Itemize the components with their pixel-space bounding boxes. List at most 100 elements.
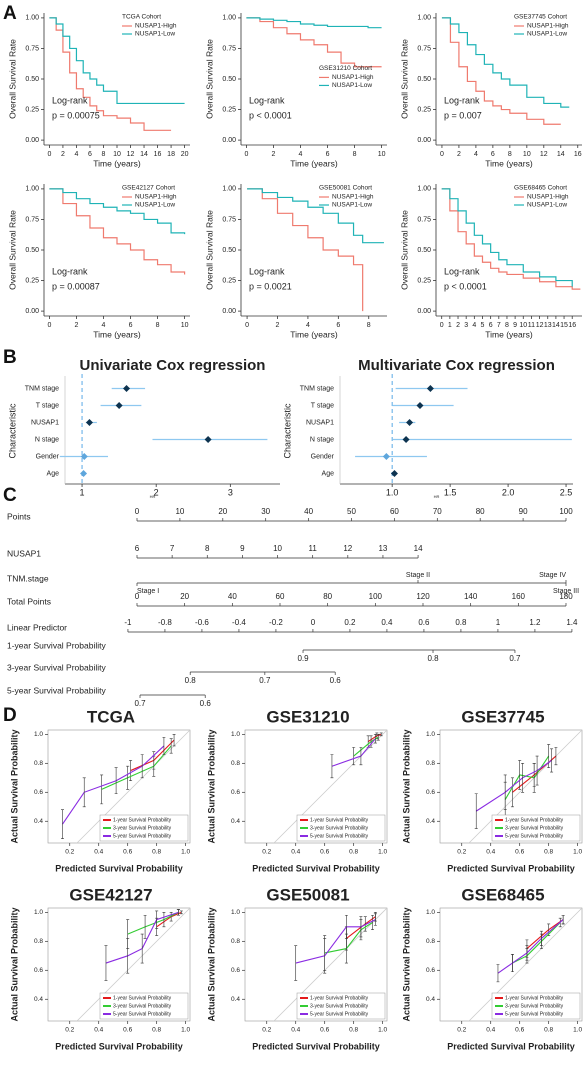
x-tick-label: 4 — [299, 151, 303, 158]
legend-label: NUSAP1-Low — [135, 31, 175, 38]
y-tick-label: 0.75 — [222, 216, 236, 223]
scale-label: 0.6 — [418, 618, 430, 627]
scale-label: 20 — [218, 507, 227, 516]
annotation: Log-rank — [52, 266, 88, 276]
x-tick-label: 6 — [489, 322, 493, 329]
y-tick-label: 0.4 — [231, 818, 240, 825]
error-bar — [162, 736, 166, 755]
plot-frame — [439, 729, 583, 844]
category-label: NUSAP1 — [306, 419, 334, 426]
legend-label: 1-year Survival Probability — [113, 995, 172, 1001]
y-tick-label: 0.25 — [417, 106, 431, 113]
scale-label: 0.2 — [344, 618, 356, 627]
x-tick-label: 0.8 — [349, 1027, 358, 1034]
x-tick-label: 0.6 — [515, 1027, 524, 1034]
y-tick-label: 0.75 — [417, 45, 431, 52]
row-label: 5-year Survival Probability — [7, 685, 106, 695]
error-bar — [126, 938, 130, 974]
legend-label: NUSAP1-Low — [527, 31, 567, 38]
x-tick-label: 14 — [140, 151, 148, 158]
survival-curve — [49, 188, 186, 235]
scale-label: 10 — [273, 544, 282, 553]
scale-label: 0.8 — [455, 618, 467, 627]
scale-label: 1.4 — [566, 618, 578, 627]
calibration-line — [101, 745, 172, 790]
x-tick-label: 0.2 — [262, 1027, 271, 1034]
y-tick-label: 0.50 — [25, 76, 39, 83]
y-tick-label: 0.8 — [34, 938, 43, 945]
x-tick-label: 4 — [74, 151, 78, 158]
hazard-ratio-point — [80, 453, 88, 460]
y-tick-label: 0.75 — [25, 216, 39, 223]
legend-label: NUSAP1-Low — [332, 82, 372, 89]
scale-label: 60 — [276, 592, 285, 601]
y-tick-label: 0.4 — [426, 818, 435, 825]
x-tick-label: 1.0 — [181, 849, 190, 856]
x-axis-label: Time (years) — [485, 158, 533, 168]
chart-title: TCGA — [87, 707, 135, 726]
row-label: NUSAP1 — [7, 548, 41, 558]
y-tick-label: 0.4 — [231, 996, 240, 1003]
legend-label: 1-year Survival Probability — [310, 817, 369, 823]
legend-label: 1-year Survival Probability — [310, 995, 369, 1001]
legend-label: 3-year Survival Probability — [310, 1003, 369, 1009]
x-axis-label: Predicted Survival Probability — [252, 863, 380, 873]
x-tick-label: 10 — [181, 322, 189, 329]
chart-title: GSE31210 — [266, 707, 349, 726]
y-tick-label: 0.6 — [231, 789, 240, 796]
x-tick-label: 2 — [456, 322, 460, 329]
ideal-line — [468, 907, 583, 1022]
scale-label: 80 — [323, 592, 332, 601]
scale-label: 40 — [304, 507, 313, 516]
annotation: Log-rank — [249, 95, 285, 105]
scale-label: 50 — [347, 507, 356, 516]
x-tick-label: 14 — [557, 151, 565, 158]
scale-label: 14 — [414, 544, 423, 553]
annotation: p = 0.0021 — [249, 281, 292, 291]
x-tick-label: 0.6 — [320, 1027, 329, 1034]
x-tick-label: 0.8 — [544, 849, 553, 856]
x-tick-label: 0 — [47, 151, 51, 158]
scale-label: 0.7 — [259, 676, 271, 685]
x-tick-label: 16 — [568, 322, 576, 329]
survival-curve — [441, 188, 581, 290]
legend-label: NUSAP1-Low — [527, 202, 567, 209]
ideal-line — [273, 907, 388, 1022]
error-bar — [554, 747, 558, 766]
x-tick-label: 0.8 — [152, 1027, 161, 1034]
x-tick-label: 0.8 — [544, 1027, 553, 1034]
legend-label: 5-year Survival Probability — [113, 833, 172, 839]
x-tick-label: 16 — [574, 151, 582, 158]
x-tick-label: 0.2 — [65, 849, 74, 856]
x-tick-label: 6 — [326, 151, 330, 158]
scale-label: 70 — [433, 507, 442, 516]
chart-title: GSE42127 — [69, 885, 152, 904]
error-bar — [503, 774, 507, 810]
error-bar — [373, 913, 377, 926]
survival-curve — [441, 17, 561, 125]
x-tick-label: 8 — [367, 322, 371, 329]
scale-label: 8 — [205, 544, 210, 553]
y-tick-label: 0.8 — [34, 760, 43, 767]
y-tick-label: 0.50 — [222, 247, 236, 254]
y-tick-label: 0.50 — [417, 76, 431, 83]
y-axis-label: Characteristic — [282, 403, 292, 459]
survival-curve — [246, 17, 382, 29]
error-bar — [323, 938, 327, 974]
plot-frame — [244, 729, 388, 844]
scale-label: -0.4 — [232, 618, 246, 627]
x-tick-label: 13 — [544, 322, 552, 329]
chart-title: GSE37745 — [461, 707, 544, 726]
x-tick-label: 0.8 — [152, 849, 161, 856]
y-axis-label: Overall Survival Rate — [7, 210, 17, 290]
x-tick-label: 8 — [156, 322, 160, 329]
y-axis-label: Actual Survival Probability — [206, 729, 216, 843]
error-bar — [373, 734, 377, 744]
x-tick-label: 2 — [61, 151, 65, 158]
x-tick-label: 16 — [154, 151, 162, 158]
y-tick-label: 0.4 — [34, 996, 43, 1003]
ideal-line — [273, 729, 388, 844]
legend-label: NUSAP1-High — [135, 23, 177, 30]
hazard-ratio-point — [382, 453, 390, 460]
